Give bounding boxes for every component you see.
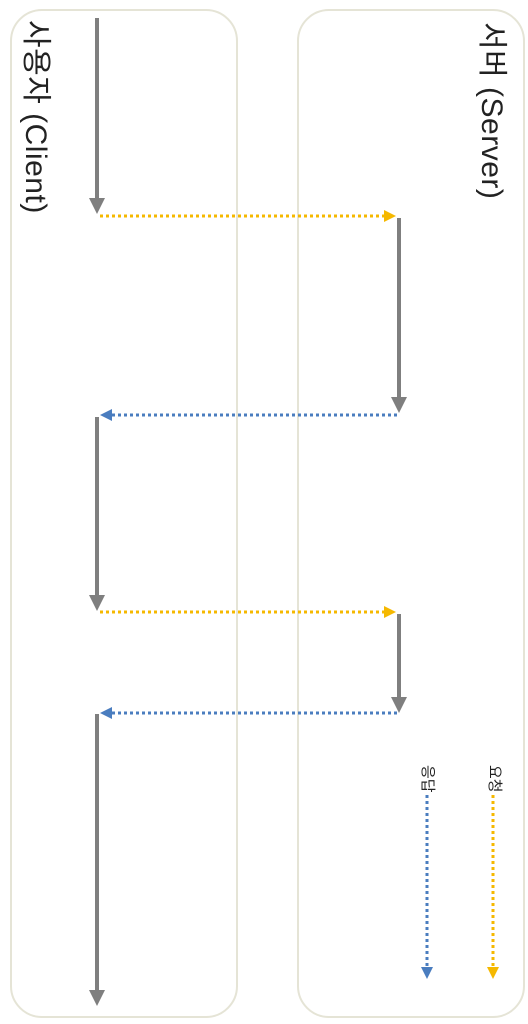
server-lane — [297, 9, 525, 1018]
client-lane — [10, 9, 238, 1018]
legend-response-label: 응답 — [419, 765, 436, 793]
legend-request-label: 요청 — [486, 765, 503, 793]
